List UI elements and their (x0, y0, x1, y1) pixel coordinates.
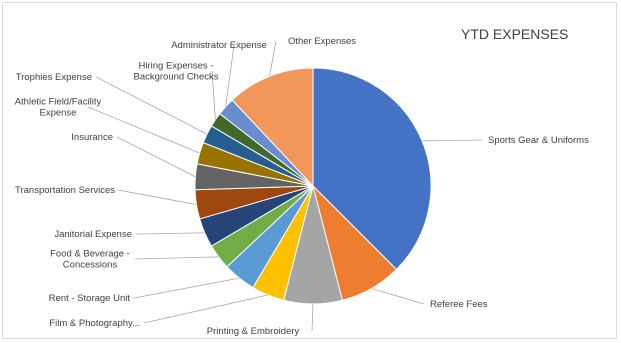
leader-line-5 (134, 256, 219, 260)
slice-label-11: Hiring Expenses -Background Checks (133, 61, 218, 83)
slice-label-7: Transportation Services (15, 185, 115, 196)
slice-label-9: Athletic Field/Facility Expense (15, 97, 102, 119)
leader-line-12 (225, 44, 235, 107)
slice-label-5: Food & Beverage -Concessions (50, 249, 130, 271)
leader-line-8 (116, 136, 196, 178)
chart-title: YTD EXPENSES (461, 26, 568, 42)
leader-line-4 (133, 277, 240, 299)
leader-line-1 (371, 288, 425, 305)
leader-line-10 (95, 76, 208, 135)
leader-line-3 (143, 294, 268, 324)
slice-label-12: Administrator Expense (171, 40, 267, 51)
leader-line-6 (135, 232, 205, 235)
pie-slice-0 (312, 67, 432, 271)
leader-line-7 (117, 189, 197, 205)
leader-line-0 (422, 139, 483, 142)
slice-label-6: Janitorial Expense (54, 229, 132, 240)
slice-label-13: Other Expenses (288, 36, 356, 47)
leader-line-13 (269, 40, 277, 77)
leader-line-11 (211, 70, 216, 120)
slice-label-1: Referee Fees (430, 299, 488, 310)
slice-label-10: Trophies Expense (16, 72, 92, 83)
slice-label-3: Film & Photography... (49, 318, 140, 329)
slice-label-8: Insurance (71, 132, 113, 143)
slice-label-0: Sports Gear & Uniforms (488, 135, 589, 146)
slice-label-2: Printing & Embroidery (207, 326, 300, 337)
leader-line-9 (87, 106, 200, 154)
slice-label-4: Rent - Storage Unit (49, 293, 131, 304)
leader-line-2 (311, 303, 314, 332)
